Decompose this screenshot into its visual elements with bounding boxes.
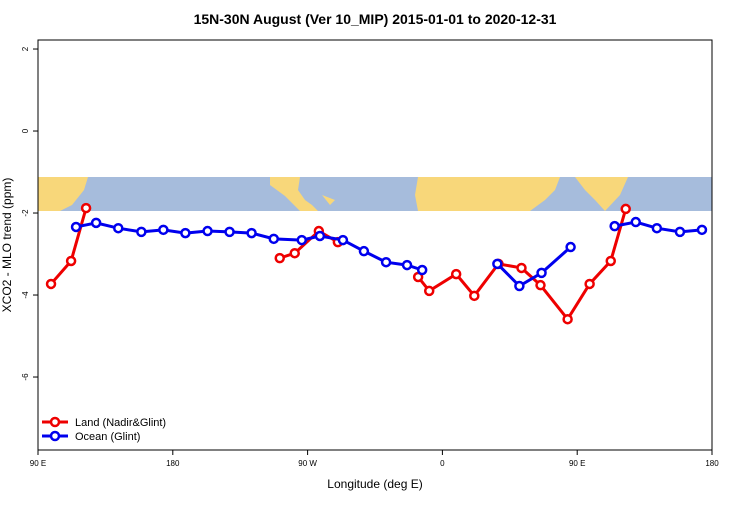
data-point: [630, 216, 642, 228]
data-point: [180, 227, 191, 239]
data-point: [605, 255, 617, 267]
y-tick-label: -6: [21, 373, 30, 381]
data-point: [113, 222, 124, 234]
data-point: [674, 226, 686, 238]
y-tick-label: -2: [21, 209, 30, 217]
plot-frame: [37, 39, 713, 451]
x-tick-label: 90 E: [569, 459, 585, 468]
data-point: [609, 220, 620, 232]
data-point: [65, 255, 77, 267]
y-tick-label: -4: [21, 291, 30, 299]
data-point: [268, 233, 280, 245]
data-point: [314, 230, 326, 242]
data-point: [696, 224, 708, 236]
data-point: [423, 285, 435, 297]
series-line: [75, 220, 703, 288]
data-point: [469, 290, 480, 302]
data-point: [584, 278, 595, 290]
legend: Land (Nadir&Glint) Ocean (Glint): [42, 416, 166, 443]
data-point: [535, 279, 546, 291]
data-point: [136, 226, 147, 238]
legend-marker: [49, 416, 61, 428]
y-tick-label: 2: [21, 46, 30, 51]
data-point: [158, 224, 169, 236]
data-point: [274, 252, 285, 264]
data-point: [536, 267, 547, 279]
data-point: [337, 234, 349, 246]
chart-title: 15N-30N August (Ver 10_MIP) 2015-01-01 t…: [194, 11, 557, 27]
data-point: [514, 280, 525, 292]
data-point: [80, 202, 92, 214]
series-line: [49, 207, 628, 322]
x-tick-label: 180: [705, 459, 719, 468]
data-point: [416, 264, 428, 276]
data-point: [401, 259, 413, 271]
data-point: [296, 234, 308, 246]
data-point: [289, 247, 300, 259]
data-point: [90, 217, 102, 229]
legend-label: Land (Nadir&Glint): [75, 417, 166, 429]
x-tick-label: 90 E: [30, 459, 46, 468]
data-point: [450, 268, 462, 280]
data-point: [651, 222, 663, 234]
y-tick-label: 0: [21, 128, 30, 133]
data-point: [492, 258, 503, 270]
x-tick-label: 90 W: [298, 459, 317, 468]
data-point: [224, 226, 235, 238]
legend-marker: [49, 430, 61, 442]
data-point: [358, 245, 370, 257]
y-axis-label: XCO2 - MLO trend (ppm): [0, 178, 14, 313]
legend-label: Ocean (Glint): [75, 431, 140, 443]
x-tick-label: 0: [440, 459, 445, 468]
x-axis-label: Longitude (deg E): [327, 477, 422, 491]
data-point: [562, 313, 573, 325]
x-tick-label: 180: [166, 459, 180, 468]
data-point: [202, 225, 213, 237]
data-point: [516, 262, 527, 274]
data-point: [565, 241, 576, 253]
data-point: [70, 221, 82, 233]
data-point: [246, 227, 257, 239]
data-point: [620, 203, 631, 215]
world-map-band: [38, 177, 712, 211]
data-point: [45, 278, 57, 290]
data-point: [380, 256, 392, 268]
